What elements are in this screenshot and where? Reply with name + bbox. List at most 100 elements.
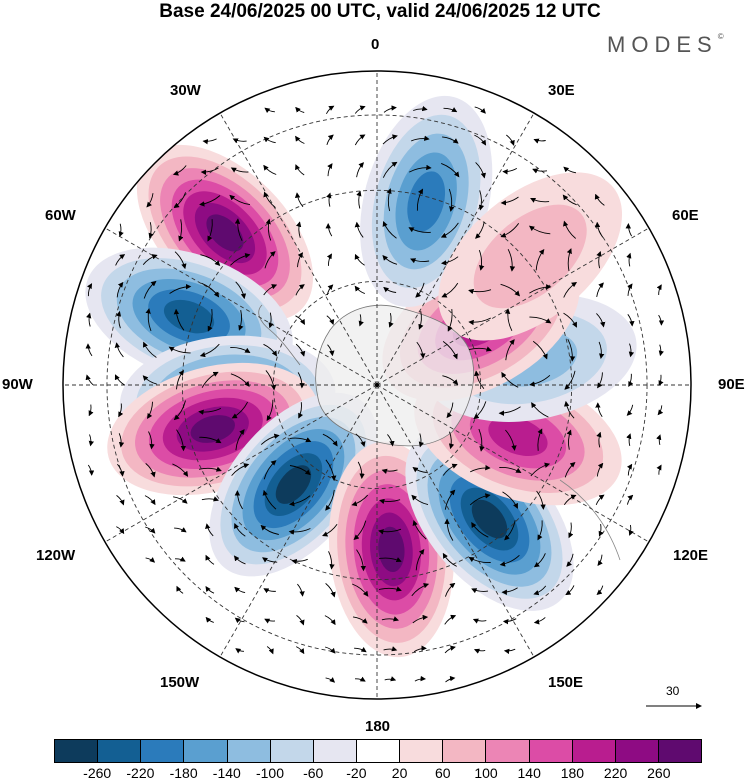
wind-vector — [116, 495, 125, 506]
wind-vector — [230, 373, 250, 387]
wind-vector — [535, 248, 545, 271]
colorbar-bin-5 — [270, 740, 314, 762]
wind-vector — [626, 252, 632, 267]
wind-vector — [328, 551, 335, 570]
wind-vector — [564, 462, 576, 478]
wind-vector — [294, 192, 304, 208]
wind-vectors — [85, 105, 665, 683]
wind-vector — [235, 429, 245, 451]
wind-vector — [530, 197, 550, 203]
wind-vector — [327, 163, 333, 177]
wind-vector — [148, 222, 154, 239]
meridian-line — [219, 112, 378, 386]
wind-vector — [291, 558, 308, 565]
lon-label-180: 180 — [365, 718, 391, 735]
wind-vector — [116, 281, 124, 298]
wind-vector — [205, 616, 214, 623]
wind-vector — [416, 341, 426, 359]
wind-vector — [529, 374, 551, 387]
colorbar — [54, 739, 702, 763]
wind-vector — [142, 254, 158, 265]
wind-vector — [507, 248, 516, 272]
anomaly-contour — [206, 214, 244, 252]
wind-vector — [118, 403, 124, 418]
wind-vector — [597, 372, 603, 389]
wind-vector — [325, 677, 336, 683]
wind-vector — [628, 343, 635, 358]
polar-map — [62, 70, 702, 709]
wind-vector — [268, 312, 274, 329]
wind-vector — [563, 282, 578, 298]
colorbar-bin-4 — [227, 740, 271, 762]
wind-vector — [442, 375, 459, 385]
colorbar-tick-label: -180 — [169, 765, 198, 781]
wind-vector — [145, 308, 152, 332]
wind-vector — [326, 192, 332, 207]
wind-vector — [296, 646, 305, 655]
wind-vector — [504, 520, 516, 541]
colorbar-tick-label: 60 — [435, 765, 451, 781]
wind-vector — [169, 283, 192, 294]
wind-vector — [416, 188, 424, 211]
wind-vector — [468, 317, 492, 326]
wind-vector — [205, 586, 215, 594]
wind-vector — [502, 618, 517, 625]
wind-vector — [382, 255, 398, 265]
lon-label-30w: 30W — [170, 82, 201, 99]
wind-vector — [85, 374, 94, 386]
wind-vector — [411, 135, 430, 142]
wind-vector — [626, 404, 634, 416]
wind-vector — [382, 134, 398, 145]
wind-vector — [379, 498, 401, 505]
wind-vector — [382, 161, 398, 178]
wind-vector — [658, 374, 664, 387]
wind-vector — [230, 167, 249, 173]
colorbar-bin-2 — [141, 740, 185, 762]
wind-vector — [410, 258, 430, 264]
wind-vector — [353, 520, 367, 541]
wind-vector — [381, 468, 398, 474]
wind-vector — [537, 520, 543, 541]
wind-vector — [441, 282, 459, 298]
wind-vector — [352, 583, 369, 597]
wind-vector — [326, 253, 332, 266]
wind-vector — [174, 251, 187, 270]
wind-vector — [146, 193, 154, 208]
wind-vector — [295, 164, 305, 176]
wind-vector — [198, 466, 222, 472]
wind-vector — [205, 523, 214, 537]
wind-vector — [174, 556, 186, 562]
wind-vector — [658, 344, 664, 357]
wind-vector — [415, 282, 425, 298]
wind-vector — [474, 134, 487, 146]
wind-vector — [289, 495, 311, 507]
wind-vector — [145, 557, 156, 563]
wind-vector — [444, 489, 456, 510]
lon-label-90w: 90W — [2, 376, 33, 393]
wind-vector — [142, 375, 157, 385]
wind-vector — [503, 648, 516, 655]
wind-vector — [384, 676, 397, 682]
wind-vector — [412, 466, 427, 473]
colorbar-tick-label: -100 — [255, 765, 285, 781]
wind-vector — [499, 554, 520, 567]
wind-vector — [533, 553, 546, 568]
wind-vector — [446, 402, 454, 419]
map-title: Base 24/06/2025 00 UTC, valid 24/06/2025… — [159, 1, 601, 22]
wind-vector — [528, 225, 551, 235]
anomaly-contour — [190, 415, 236, 443]
wind-vector — [596, 250, 602, 269]
wind-vector — [288, 528, 311, 535]
lon-label-150w: 150W — [160, 674, 200, 691]
colorbar-bin-0 — [55, 740, 99, 762]
colorbar-ticks: -260 -220 -180 -140 -100 -60 -20 20 60 100 140 180 2… — [54, 764, 702, 783]
wind-vector — [533, 585, 547, 596]
wind-vector — [440, 222, 459, 238]
wind-vector — [297, 372, 305, 389]
latitude-circle — [106, 114, 648, 656]
wind-vector — [563, 312, 577, 328]
wind-vector — [501, 587, 518, 595]
wind-vector — [263, 588, 276, 594]
wind-vector — [326, 315, 335, 326]
anomaly-contour — [471, 499, 508, 539]
